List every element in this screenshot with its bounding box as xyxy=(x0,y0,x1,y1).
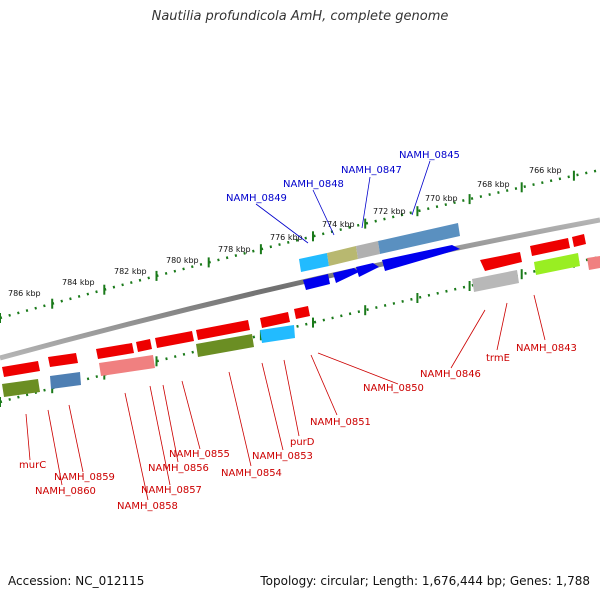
genome-summary-text: Topology: circular; Length: 1,676,444 bp… xyxy=(260,574,590,588)
genome-backbone xyxy=(0,217,600,361)
scale-label: 782 kbp xyxy=(114,267,147,276)
scale-label: 766 kbp xyxy=(529,166,562,175)
gene-label[interactable]: NAMH_0846 xyxy=(420,369,481,380)
gene-label[interactable]: murC xyxy=(19,460,46,471)
cds-namh-0859[interactable] xyxy=(2,361,40,377)
gene-label[interactable]: NAMH_0860 xyxy=(35,486,96,497)
cds-namh-0843[interactable] xyxy=(530,238,570,256)
gene-label[interactable]: NAMH_0853 xyxy=(252,451,313,462)
feature-namh-0849[interactable] xyxy=(299,253,329,272)
cds-namh-0858[interactable] xyxy=(48,353,78,367)
feature-namh-0847[interactable] xyxy=(356,241,380,259)
gene-label[interactable]: NAMH_0856 xyxy=(148,463,209,474)
scale-label: 776 kbp xyxy=(270,233,303,242)
cds-namh-0854[interactable] xyxy=(155,331,194,348)
feature-namh-0848[interactable] xyxy=(327,246,358,266)
cds-trmE[interactable] xyxy=(480,252,522,271)
gene-label[interactable]: NAMH_0855 xyxy=(169,449,230,460)
scale-labels: 766 kbp 768 kbp 770 kbp 772 kbp 774 kbp … xyxy=(8,166,562,298)
gene-label[interactable]: purD xyxy=(290,437,315,448)
reverse-features xyxy=(2,253,600,397)
forward-leaders xyxy=(255,160,431,244)
cds-namh-0847[interactable] xyxy=(356,263,379,277)
cds-namh-0848[interactable] xyxy=(333,268,359,283)
accession-text: Accession: NC_012115 xyxy=(8,574,145,588)
gene-label[interactable]: NAMH_0849 xyxy=(226,193,287,204)
cds-namh-0856[interactable] xyxy=(96,343,134,359)
cds-namh-0846[interactable] xyxy=(260,312,290,328)
scale-label: 770 kbp xyxy=(425,194,458,203)
feature-namh-0860[interactable] xyxy=(50,372,81,389)
forward-labels: NAMH_0845 NAMH_0847 NAMH_0848 NAMH_0849 xyxy=(226,150,460,204)
cds-namh-0844[interactable] xyxy=(572,234,586,247)
cds-namh-0850[interactable] xyxy=(294,306,310,319)
feature-namh-0843[interactable] xyxy=(534,253,580,275)
scale-label: 778 kbp xyxy=(218,245,251,254)
scale-label: 784 kbp xyxy=(62,278,95,287)
gene-label[interactable]: NAMH_0857 xyxy=(141,485,202,496)
gene-label[interactable]: NAMH_0850 xyxy=(363,383,424,394)
cds-namh-0849[interactable] xyxy=(303,274,330,290)
gene-label[interactable]: NAMH_0845 xyxy=(399,150,460,161)
reverse-labels: NAMH_0843 trmE NAMH_0846 NAMH_0850 NAMH_… xyxy=(19,343,577,512)
cds-namh-0851[interactable] xyxy=(196,320,250,340)
gene-label[interactable]: NAMH_0858 xyxy=(117,501,178,512)
feature-namh-0845[interactable] xyxy=(378,223,460,254)
reverse-leaders xyxy=(25,294,546,501)
scale-label: 774 kbp xyxy=(322,220,355,229)
gene-label[interactable]: NAMH_0847 xyxy=(341,165,402,176)
gene-label[interactable]: trmE xyxy=(486,353,510,364)
scale-arc-outer xyxy=(0,168,600,320)
scale-ticks-outer xyxy=(0,170,575,323)
feature-namh-0853[interactable] xyxy=(196,334,254,357)
gene-label[interactable]: NAMH_0843 xyxy=(516,343,577,354)
reverse-cds-arrows xyxy=(2,234,586,377)
feature-trmE[interactable] xyxy=(472,270,519,292)
feature-namh-0857[interactable] xyxy=(99,355,155,376)
scale-label: 786 kbp xyxy=(8,289,41,298)
feature-murC[interactable] xyxy=(2,379,40,397)
gene-label[interactable]: NAMH_0848 xyxy=(283,179,344,190)
forward-features xyxy=(299,223,460,290)
feature-purD[interactable] xyxy=(260,325,295,343)
cds-namh-0845[interactable] xyxy=(382,245,460,271)
scale-label: 780 kbp xyxy=(166,256,199,265)
feature-edge[interactable] xyxy=(587,256,600,270)
gene-label[interactable]: NAMH_0854 xyxy=(221,468,282,479)
cds-namh-0855[interactable] xyxy=(136,339,152,352)
scale-label: 768 kbp xyxy=(477,180,510,189)
map-title: Nautilia profundicola AmH, complete geno… xyxy=(151,9,449,24)
scale-label: 772 kbp xyxy=(373,207,406,216)
gene-label[interactable]: NAMH_0859 xyxy=(54,472,115,483)
gene-label[interactable]: NAMH_0851 xyxy=(310,417,371,428)
